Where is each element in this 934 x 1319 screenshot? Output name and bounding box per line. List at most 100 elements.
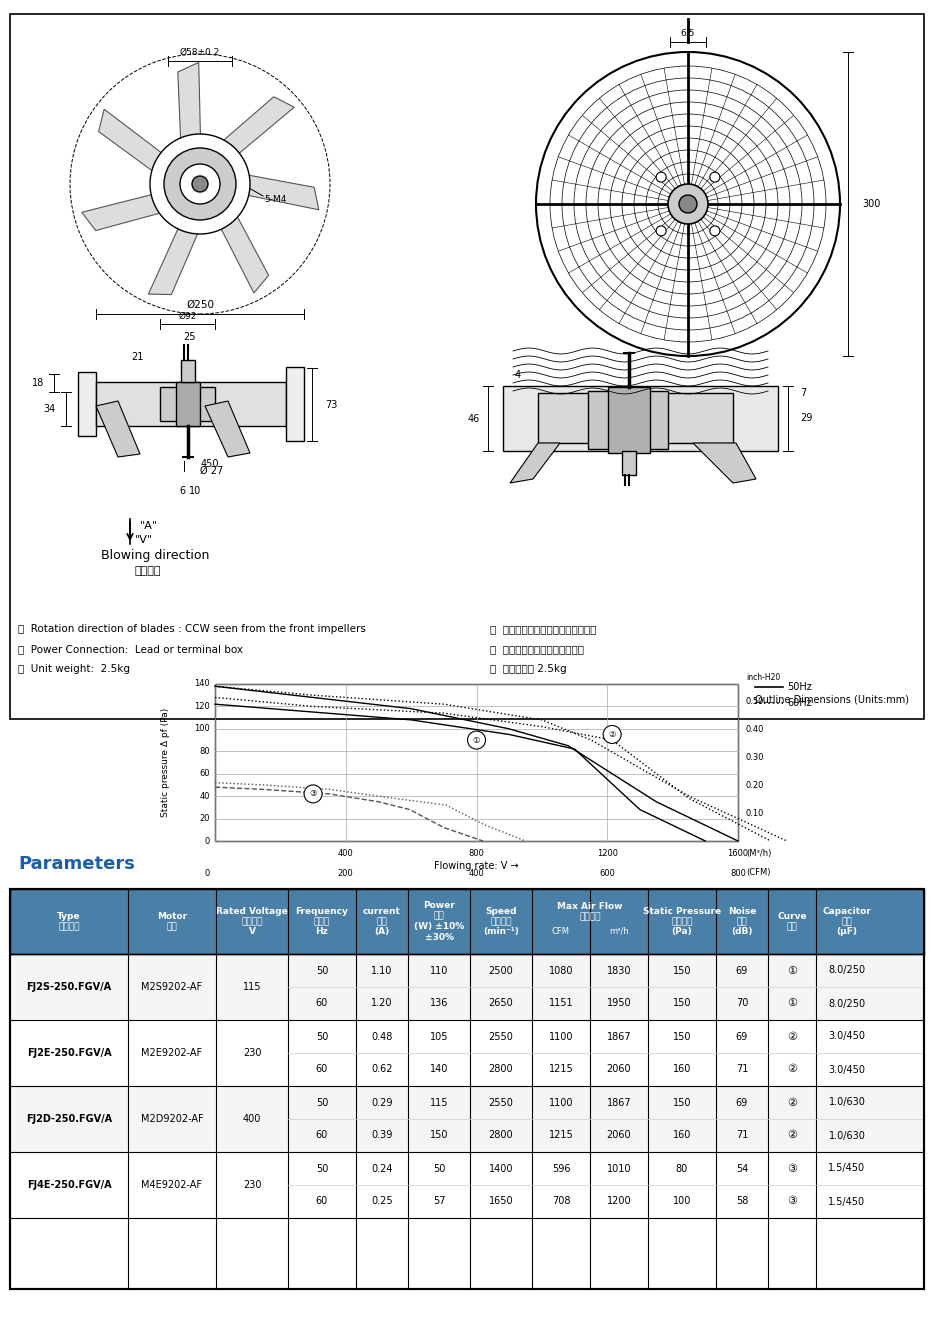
Text: 1151: 1151	[548, 998, 573, 1009]
Text: Ⓐ  Rotation direction of blades : CCW seen from the front impellers: Ⓐ Rotation direction of blades : CCW see…	[18, 624, 366, 634]
Text: 50Hz: 50Hz	[787, 682, 812, 692]
Text: FJ2E-250.FGV/A: FJ2E-250.FGV/A	[27, 1049, 111, 1058]
Polygon shape	[82, 194, 163, 231]
Text: 7: 7	[800, 388, 806, 398]
Text: 150: 150	[672, 1031, 691, 1042]
Text: Max Air Flow
最大風量: Max Air Flow 最大風量	[558, 902, 623, 921]
Text: inch-H20: inch-H20	[746, 673, 780, 682]
Bar	[10, 889, 924, 954]
Text: FJ2D-250.FGV/A: FJ2D-250.FGV/A	[26, 1115, 112, 1124]
Text: 1650: 1650	[488, 1196, 514, 1207]
Text: 5-M4: 5-M4	[263, 194, 286, 203]
Text: 1.5/450: 1.5/450	[828, 1163, 866, 1174]
Text: Parameters: Parameters	[18, 855, 134, 873]
Text: Capacitor
電容
(μF): Capacitor 電容 (μF)	[823, 906, 871, 936]
Text: 0.39: 0.39	[372, 1130, 392, 1141]
Text: 1100: 1100	[549, 1031, 573, 1042]
Text: 600: 600	[600, 868, 616, 877]
Text: 200: 200	[338, 868, 354, 877]
Text: 1215: 1215	[548, 1130, 573, 1141]
Text: "A": "A"	[140, 521, 158, 532]
Text: 2060: 2060	[607, 1130, 631, 1141]
Text: 60: 60	[316, 1064, 328, 1075]
Text: 1867: 1867	[607, 1031, 631, 1042]
Text: ②: ②	[787, 1064, 797, 1075]
Text: 2550: 2550	[488, 1097, 514, 1108]
Text: ②: ②	[787, 1130, 797, 1141]
Text: 1080: 1080	[549, 966, 573, 976]
Text: FJ4E-250.FGV/A: FJ4E-250.FGV/A	[27, 1181, 111, 1190]
Text: ②: ②	[787, 1031, 797, 1042]
Text: 3.0/450: 3.0/450	[828, 1064, 866, 1075]
Text: 80: 80	[199, 747, 210, 756]
Text: 18: 18	[32, 379, 44, 388]
Text: Noise
噪音
(dB): Noise 噪音 (dB)	[728, 906, 757, 936]
Text: 0.20: 0.20	[746, 781, 764, 790]
Text: 29: 29	[800, 413, 813, 423]
Bar	[503, 386, 778, 451]
Circle shape	[668, 183, 708, 224]
Text: Ø250: Ø250	[186, 299, 214, 310]
Text: FJ2S-250.FGV/A: FJ2S-250.FGV/A	[26, 983, 111, 992]
Text: Rated Voltage
額定電壓
V: Rated Voltage 額定電壓 V	[216, 906, 288, 936]
Text: Outline Dimensions (Units:mm): Outline Dimensions (Units:mm)	[755, 694, 909, 704]
Polygon shape	[245, 174, 318, 210]
Text: 2800: 2800	[488, 1064, 514, 1075]
Text: Ø 27: Ø 27	[201, 466, 223, 476]
Bar	[10, 15, 924, 719]
Text: 100: 100	[672, 1196, 691, 1207]
Text: 20: 20	[200, 814, 210, 823]
Text: Curve
曲線: Curve 曲線	[777, 911, 807, 931]
Text: 115: 115	[430, 1097, 448, 1108]
Text: 1867: 1867	[607, 1097, 631, 1108]
Text: Ø92: Ø92	[178, 311, 197, 321]
Text: 50: 50	[316, 1031, 328, 1042]
Text: Frequency
周波數
Hz: Frequency 周波數 Hz	[295, 906, 348, 936]
Text: 1.10: 1.10	[372, 966, 392, 976]
Text: 71: 71	[736, 1064, 748, 1075]
Text: 150: 150	[672, 966, 691, 976]
Text: 40: 40	[200, 791, 210, 801]
Text: 800: 800	[469, 849, 485, 857]
Text: Ⓒ  單機重量： 2.5kg: Ⓒ 單機重量： 2.5kg	[490, 663, 567, 674]
Circle shape	[536, 51, 840, 356]
Text: (M³/h): (M³/h)	[746, 849, 771, 857]
Text: ③: ③	[309, 789, 317, 798]
Text: 100: 100	[194, 724, 210, 733]
Text: 400: 400	[469, 868, 485, 877]
Text: 1215: 1215	[548, 1064, 573, 1075]
Text: 69: 69	[736, 1031, 748, 1042]
Text: 450: 450	[201, 459, 219, 470]
Bar	[160, 386, 215, 421]
Bar	[96, 383, 286, 426]
Text: 2650: 2650	[488, 998, 514, 1009]
Circle shape	[150, 135, 250, 233]
Text: current
電流
(A): current 電流 (A)	[363, 906, 401, 936]
Text: 2550: 2550	[488, 1031, 514, 1042]
Text: 1600: 1600	[728, 849, 748, 857]
Text: 46: 46	[468, 414, 480, 423]
Text: 105: 105	[430, 1031, 448, 1042]
Text: Ⓑ  Power Connection:  Lead or terminal box: Ⓑ Power Connection: Lead or terminal box	[18, 644, 243, 654]
Text: 73: 73	[325, 400, 337, 410]
Circle shape	[468, 731, 486, 749]
Text: ②: ②	[608, 729, 616, 739]
Text: Flowing rate: V →: Flowing rate: V →	[434, 861, 518, 871]
Text: 54: 54	[736, 1163, 748, 1174]
Text: 230: 230	[243, 1181, 262, 1190]
Bar	[286, 367, 304, 441]
Polygon shape	[149, 228, 199, 294]
Text: 1100: 1100	[549, 1097, 573, 1108]
Text: 0.50: 0.50	[746, 696, 764, 706]
Text: 60Hz: 60Hz	[787, 698, 812, 708]
Text: Static Pressure
最大靜壓
(Pa): Static Pressure 最大靜壓 (Pa)	[643, 906, 721, 936]
Text: ③: ③	[787, 1196, 797, 1207]
Circle shape	[710, 173, 720, 182]
Text: 50: 50	[316, 966, 328, 976]
Text: 150: 150	[430, 1130, 448, 1141]
Text: 1200: 1200	[607, 1196, 631, 1207]
Text: 1400: 1400	[488, 1163, 514, 1174]
Text: 6: 6	[179, 485, 185, 496]
Text: 708: 708	[552, 1196, 571, 1207]
Text: 34: 34	[44, 404, 56, 414]
